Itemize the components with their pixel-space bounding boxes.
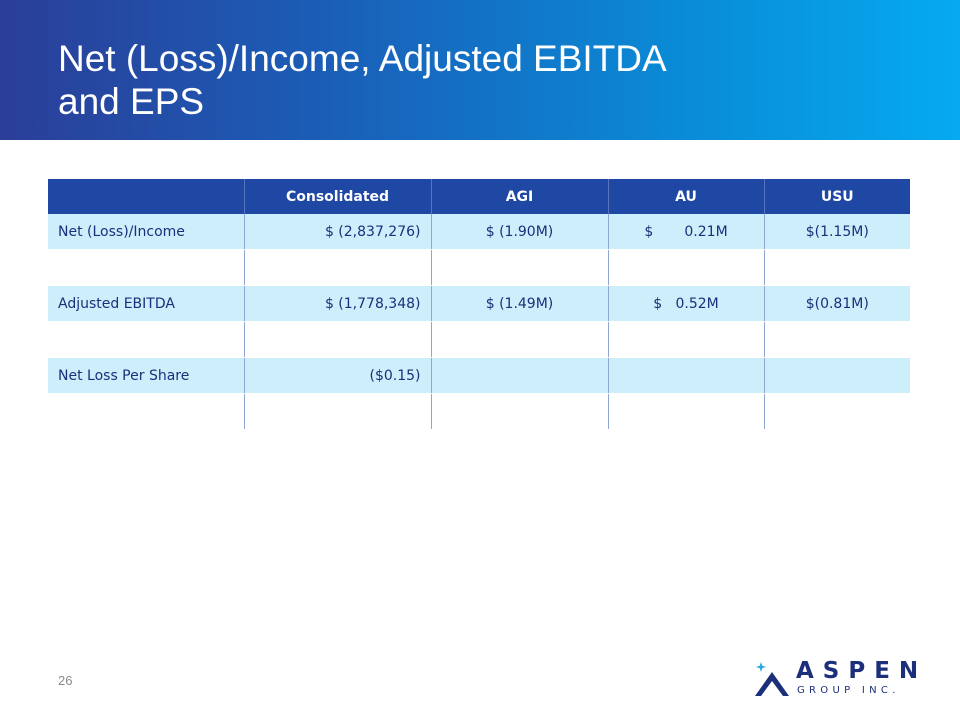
header-cell-agi: AGI	[430, 179, 608, 214]
cell-consolidated	[243, 321, 431, 358]
cell-au	[607, 393, 764, 430]
cell-usu: $(1.15M)	[763, 214, 910, 250]
logo-subtitle: GROUP INC.	[797, 685, 900, 696]
slide-title: Net (Loss)/Income, Adjusted EBITDA and E…	[58, 37, 667, 123]
title-banner: Net (Loss)/Income, Adjusted EBITDA and E…	[0, 0, 960, 140]
cell-consolidated: $ (2,837,276)	[243, 214, 431, 250]
cell-agi	[430, 357, 608, 394]
cell-agi: $ (1.90M)	[430, 214, 608, 250]
cell-agi	[430, 393, 608, 430]
row-label: Net (Loss)/Income	[48, 214, 244, 250]
table-row-spacer	[48, 321, 910, 358]
table-row-net-loss-income: Net (Loss)/Income $ (2,837,276) $ (1.90M…	[48, 214, 910, 250]
cell-usu	[763, 249, 910, 286]
cell-consolidated	[243, 249, 431, 286]
cell-agi: $ (1.49M)	[430, 285, 608, 322]
table-row-spacer	[48, 249, 910, 286]
cell-au	[607, 321, 764, 358]
table-row-adjusted-ebitda: Adjusted EBITDA $ (1,778,348) $ (1.49M) …	[48, 285, 910, 322]
cell-usu	[763, 357, 910, 394]
cell-consolidated: ($0.15)	[243, 357, 431, 394]
cell-au	[607, 357, 764, 394]
cell-usu: $(0.81M)	[763, 285, 910, 322]
cell-au	[607, 249, 764, 286]
row-label: Adjusted EBITDA	[48, 285, 244, 322]
header-cell-au: AU	[607, 179, 764, 214]
table-row-spacer	[48, 393, 910, 430]
row-label	[48, 393, 244, 430]
aspen-group-logo: ASPEN GROUP INC.	[752, 657, 927, 701]
mountain-logo-icon	[755, 662, 789, 696]
cell-usu	[763, 321, 910, 358]
cell-usu	[763, 393, 910, 430]
row-label: Net Loss Per Share	[48, 357, 244, 394]
table-row-net-loss-per-share: Net Loss Per Share ($0.15)	[48, 357, 910, 394]
cell-consolidated	[243, 393, 431, 430]
cell-consolidated: $ (1,778,348)	[243, 285, 431, 322]
slide-title-line-1: Net (Loss)/Income, Adjusted EBITDA	[58, 38, 667, 79]
row-label	[48, 321, 244, 358]
cell-au: $ 0.52M	[607, 285, 764, 322]
header-cell-blank	[48, 179, 244, 214]
cell-agi	[430, 249, 608, 286]
header-cell-consolidated: Consolidated	[243, 179, 431, 214]
row-label	[48, 249, 244, 286]
header-cell-usu: USU	[763, 179, 910, 214]
financial-summary-table: Consolidated AGI AU USU Net (Loss)/Incom…	[48, 179, 910, 430]
table-header-row: Consolidated AGI AU USU	[48, 179, 910, 214]
slide-title-line-2: and EPS	[58, 81, 205, 122]
page-number: 26	[58, 673, 73, 688]
cell-au: $ 0.21M	[607, 214, 764, 250]
logo-wordmark: ASPEN	[796, 658, 928, 684]
cell-agi	[430, 321, 608, 358]
